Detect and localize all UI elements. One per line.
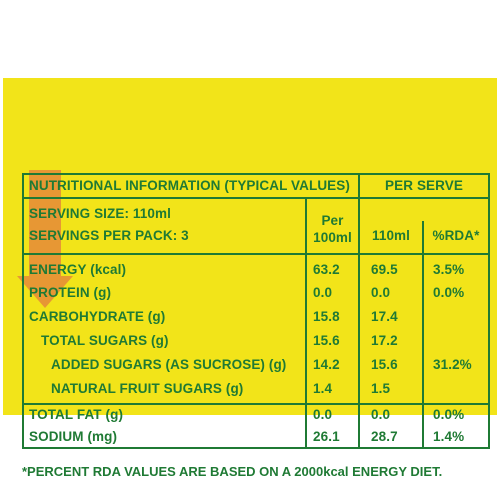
nutrient-name: SODIUM (mg): [29, 429, 118, 444]
column-divider-rda: [305, 199, 307, 447]
column-divider-main: [358, 175, 360, 447]
rda-value: 31.2%: [433, 357, 472, 372]
per-serve-value: 17.2: [371, 333, 398, 348]
serve-110ml-heading: 110ml: [371, 228, 411, 243]
nutrient-name: PROTEIN (g): [29, 285, 112, 300]
rda-value: 0.0%: [433, 407, 465, 422]
header-divider: [24, 197, 488, 199]
fat-divider: [24, 403, 488, 405]
per-serve-value: 0.0: [371, 285, 391, 300]
nutrient-name: TOTAL FAT (g): [29, 407, 124, 422]
per-serve-value: 28.7: [371, 429, 398, 444]
nutrition-table: NUTRITIONAL INFORMATION (TYPICAL VALUES)…: [22, 173, 490, 449]
per-serve-value: 0.0: [371, 407, 391, 422]
rda-value: 1.4%: [433, 429, 465, 444]
nutrient-name: NATURAL FRUIT SUGARS (g): [51, 381, 244, 396]
table-title: NUTRITIONAL INFORMATION (TYPICAL VALUES): [29, 178, 350, 193]
column-divider-serve: [422, 221, 424, 447]
body-divider: [24, 253, 488, 255]
arrow-down-icon: [17, 170, 73, 308]
per-100ml-value: 1.4: [313, 381, 333, 396]
per-serve-value: 15.6: [371, 357, 398, 372]
rda-value: 3.5%: [433, 262, 465, 277]
per-100ml-value: 14.2: [313, 357, 340, 372]
per-100ml-heading-line2: 100ml: [313, 230, 352, 245]
per-100ml-value: 15.6: [313, 333, 340, 348]
nutrition-label-panel: NUTRITIONAL INFORMATION (TYPICAL VALUES)…: [3, 78, 497, 479]
rda-footnote: *PERCENT RDA VALUES ARE BASED ON A 2000k…: [22, 464, 443, 479]
per-serve-value: 69.5: [371, 262, 398, 277]
per-serve-value: 17.4: [371, 309, 398, 324]
per-serve-heading: PER SERVE: [385, 178, 463, 193]
nutrient-name: ENERGY (kcal): [29, 262, 127, 277]
rda-value: 0.0%: [433, 285, 465, 300]
servings-per-pack: SERVINGS PER PACK: 3: [29, 228, 189, 243]
per-100ml-value: 26.1: [313, 429, 340, 444]
nutrient-name: ADDED SUGARS (AS SUCROSE) (g): [51, 357, 287, 372]
per-100ml-value: 63.2: [313, 262, 340, 277]
per-100ml-value: 0.0: [313, 285, 333, 300]
per-100ml-heading-line1: Per: [321, 213, 344, 228]
rda-heading: %RDA*: [432, 228, 480, 243]
serving-size: SERVING SIZE: 110ml: [29, 206, 171, 221]
per-100ml-value: 15.8: [313, 309, 340, 324]
nutrient-name: TOTAL SUGARS (g): [41, 333, 169, 348]
per-serve-value: 1.5: [371, 381, 391, 396]
per-100ml-value: 0.0: [313, 407, 333, 422]
nutrient-name: CARBOHYDRATE (g): [29, 309, 166, 324]
